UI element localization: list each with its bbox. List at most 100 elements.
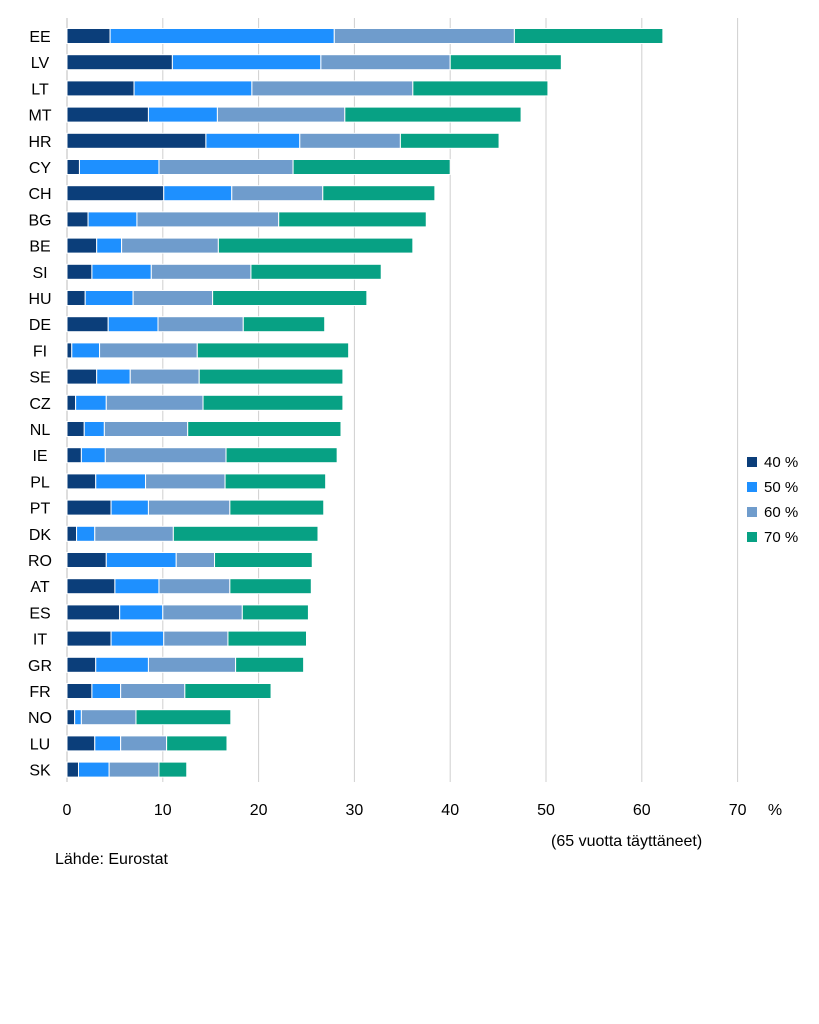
bar-segment xyxy=(449,54,562,71)
bar-segment xyxy=(66,342,73,359)
bar-segment xyxy=(217,237,414,254)
bar-segment xyxy=(66,80,135,97)
bar-segment xyxy=(162,604,243,621)
bar-segment xyxy=(251,80,414,97)
bar-segment xyxy=(66,761,79,778)
category-label: FI xyxy=(33,343,47,360)
bar-segment xyxy=(412,80,549,97)
bar-segment xyxy=(184,683,272,699)
category-label: BE xyxy=(29,239,50,256)
legend-swatch xyxy=(747,457,757,467)
x-tick-label: 0 xyxy=(63,802,72,819)
category-label: PL xyxy=(30,474,50,491)
bar-segment xyxy=(96,237,123,254)
bar-segment xyxy=(66,263,93,280)
legend: 40 % 50 % 60 % 70 % xyxy=(747,454,798,546)
bar-segment xyxy=(205,132,301,149)
category-label: HU xyxy=(28,291,51,308)
bar-segment xyxy=(242,316,326,333)
bar-segment xyxy=(320,54,451,71)
bar-segment xyxy=(66,473,97,490)
axis-note: (65 vuotta täyttäneet) xyxy=(551,833,703,850)
bar-segment xyxy=(135,709,232,726)
bar-segment xyxy=(214,552,313,568)
bar-segment xyxy=(114,578,160,595)
category-label: FR xyxy=(29,684,50,701)
bar-segment xyxy=(133,80,253,97)
bar-segment xyxy=(198,368,344,385)
bar-segment xyxy=(147,499,231,516)
bar-segment xyxy=(513,28,664,44)
bar-segment xyxy=(241,604,309,621)
bar-segment xyxy=(136,211,280,228)
category-label: NO xyxy=(28,710,52,727)
category-label: SE xyxy=(29,370,50,387)
bar-segment xyxy=(110,499,149,516)
bar-segment xyxy=(229,578,312,595)
bar-segment xyxy=(121,237,219,254)
legend-label: 70 % xyxy=(764,529,798,546)
bar-segment xyxy=(132,290,214,306)
bar-segment xyxy=(119,604,164,621)
bar-segment xyxy=(66,683,93,699)
bar-segment xyxy=(120,735,168,752)
x-tick-label: 50 xyxy=(537,802,555,819)
bar-segment xyxy=(95,656,149,673)
bar-segment xyxy=(66,132,207,149)
bar-segment xyxy=(227,630,307,647)
bar-segment xyxy=(96,368,131,385)
bar-segment xyxy=(172,525,319,542)
bar-segment xyxy=(108,761,160,778)
bar-segment xyxy=(76,525,96,542)
bar-segment xyxy=(94,525,174,542)
bar-segment xyxy=(66,54,173,71)
bar-segment xyxy=(129,368,200,385)
category-label: CY xyxy=(29,160,52,177)
bar-segment xyxy=(75,394,107,411)
bar-segment xyxy=(66,656,97,673)
bar-segment xyxy=(104,447,227,464)
bar-segment xyxy=(66,290,86,306)
category-label: MT xyxy=(28,108,51,125)
bar-segment xyxy=(235,656,305,673)
bar-segment xyxy=(66,316,109,333)
bar-segment xyxy=(66,447,82,464)
bar-segment xyxy=(344,106,522,123)
bar-segment xyxy=(229,499,325,516)
legend-label: 40 % xyxy=(764,454,798,471)
bar-segment xyxy=(171,54,322,71)
bar-segment xyxy=(80,447,106,464)
bar-segment xyxy=(66,552,107,568)
bar-segment xyxy=(333,28,515,44)
x-unit-label: % xyxy=(768,802,782,819)
bar-segment xyxy=(299,132,401,149)
bar-segment xyxy=(66,394,77,411)
bar-segment xyxy=(66,211,89,228)
category-label: HR xyxy=(28,134,51,151)
bar-segment xyxy=(225,447,338,464)
category-label: LU xyxy=(30,736,50,753)
x-tick-label: 10 xyxy=(154,802,172,819)
category-label: LT xyxy=(31,81,49,98)
bar-segment xyxy=(399,132,500,149)
category-label: AT xyxy=(30,579,49,596)
bar-segment xyxy=(147,106,218,123)
category-labels: EE LV LT MT HR CY CH BG BE SI HU DE FI SE CZ NL IE PL PT DK… xyxy=(28,29,52,780)
bar-segment xyxy=(95,473,147,490)
bar-segment xyxy=(212,290,368,306)
bar-segment xyxy=(202,394,344,411)
bar-segment xyxy=(99,342,198,359)
bar-segment xyxy=(66,28,111,44)
legend-label: 50 % xyxy=(764,479,798,496)
category-label: CH xyxy=(28,186,51,203)
bar-segment xyxy=(66,735,96,752)
x-tick-label: 40 xyxy=(441,802,459,819)
bar-segment xyxy=(91,683,122,699)
bar-segment xyxy=(250,263,382,280)
bar-segment xyxy=(66,604,121,621)
bar-segment xyxy=(322,185,436,202)
x-tick-label: 60 xyxy=(633,802,651,819)
bar-segment xyxy=(66,237,98,254)
x-tick-label: 20 xyxy=(250,802,268,819)
bar-segment xyxy=(66,630,112,647)
